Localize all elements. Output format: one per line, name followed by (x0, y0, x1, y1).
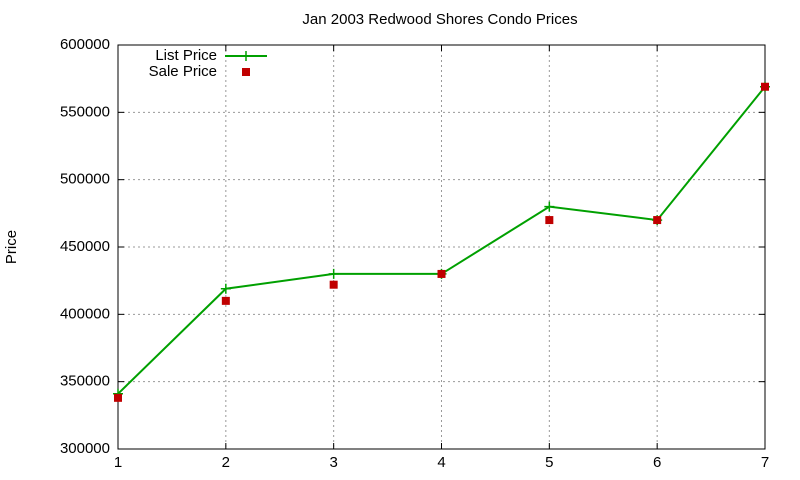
legend-label: List Price (155, 47, 217, 64)
data-point (545, 216, 554, 225)
data-point (328, 268, 339, 279)
legend-label: Sale Price (149, 63, 217, 80)
x-tick-label: 4 (437, 454, 445, 471)
chart-title: Jan 2003 Redwood Shores Condo Prices (302, 11, 577, 28)
data-point (221, 296, 230, 305)
y-tick-label: 300000 (60, 440, 110, 457)
y-tick-label: 350000 (60, 373, 110, 390)
plot-frame (117, 44, 766, 450)
legend-marker (242, 68, 250, 76)
y-tick-label: 400000 (60, 305, 110, 322)
legend-marker (241, 51, 251, 61)
data-point (114, 393, 122, 402)
y-axis-label: Price (3, 230, 20, 264)
y-tick-label: 500000 (60, 171, 110, 188)
x-tick-label: 2 (222, 454, 230, 471)
x-tick-label: 7 (761, 454, 769, 471)
x-tick-label: 6 (653, 454, 661, 471)
data-point (329, 280, 338, 289)
y-tick-label: 550000 (60, 103, 110, 120)
data-point (220, 283, 231, 294)
y-tick-label: 450000 (60, 238, 110, 255)
x-tick-label: 1 (114, 454, 122, 471)
data-point (544, 201, 555, 212)
y-tick-label: 600000 (60, 36, 110, 53)
x-tick-label: 5 (545, 454, 553, 471)
data-point (761, 82, 769, 91)
x-tick-label: 3 (329, 454, 337, 471)
data-point (653, 216, 662, 225)
data-point (437, 269, 446, 278)
